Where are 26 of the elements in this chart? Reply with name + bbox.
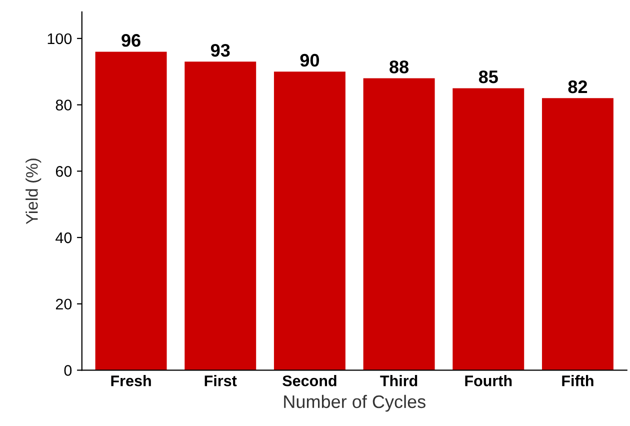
bar: [95, 52, 167, 370]
y-tick-label: 60: [56, 166, 72, 177]
data-label: 85: [478, 70, 498, 84]
data-label: 82: [568, 80, 588, 94]
data-label: 93: [210, 44, 230, 57]
x-tick-label: Fifth: [562, 375, 594, 386]
y-tick-label: 20: [56, 298, 72, 310]
y-tick-label: 100: [48, 33, 72, 44]
x-tick-label: Fresh: [111, 375, 151, 386]
x-axis-title: Number of Cycles: [284, 394, 426, 412]
x-tick-label: Fourth: [465, 375, 512, 386]
x-tick-label: First: [204, 375, 237, 386]
x-tick-label: Third: [380, 375, 418, 386]
y-axis-title: Yield (%): [26, 158, 42, 224]
bar: [274, 72, 346, 370]
y-tick-label: 80: [56, 100, 72, 110]
bar: [184, 62, 256, 370]
y-tick-label: 0: [64, 365, 72, 376]
x-tick-label: Second: [282, 375, 336, 386]
data-label: 90: [300, 54, 320, 67]
y-tick-label: 40: [56, 232, 72, 244]
bar: [542, 98, 614, 370]
bar: [452, 88, 524, 370]
data-label: 96: [122, 34, 140, 47]
bar: [363, 78, 435, 370]
data-label: 88: [390, 60, 409, 74]
